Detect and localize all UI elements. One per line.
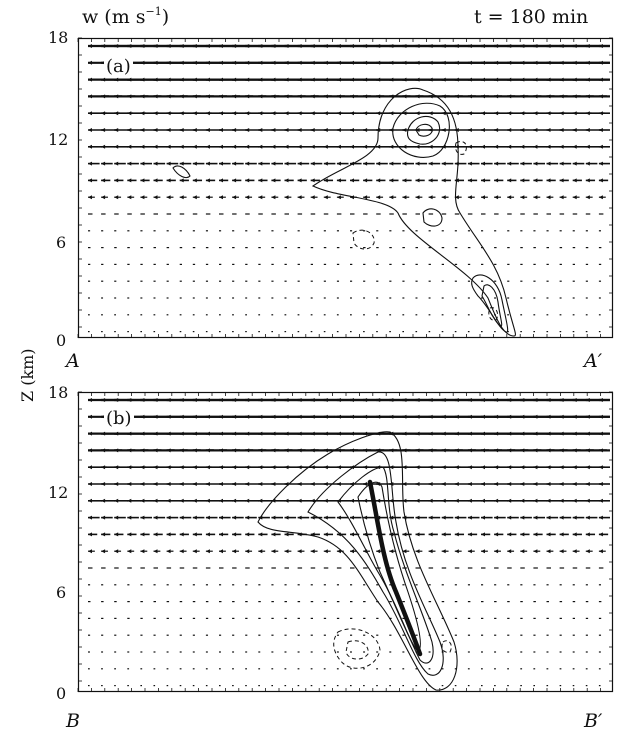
y-tick-a-0: 0 [56, 331, 67, 350]
downdraft-contours [352, 140, 499, 321]
w-contour [406, 115, 440, 145]
w-contour [311, 87, 516, 337]
w-contour-negative [441, 640, 452, 653]
y-tick-b-6: 6 [56, 583, 67, 602]
w-contour-negative [333, 628, 381, 669]
section-start-b: B [66, 710, 80, 732]
panel-b-label: (b) [104, 408, 134, 429]
w-contour [357, 481, 421, 653]
panel-b-plot [77, 391, 614, 693]
w-contour [392, 102, 450, 158]
panel-a-label: (a) [104, 56, 133, 77]
updraft-core-line [367, 479, 423, 657]
y-axis-label: Z (km) [18, 348, 37, 402]
w-contour-negative [488, 307, 499, 321]
w-contour [415, 123, 433, 137]
w-contour [422, 208, 443, 227]
y-tick-b-0: 0 [56, 684, 67, 703]
y-tick-a-6: 6 [56, 233, 67, 252]
wind-vectors [88, 44, 610, 333]
edge-ticks [77, 37, 613, 338]
w-contour [307, 451, 444, 676]
y-tick-a-18: 18 [48, 28, 69, 47]
w-contour [337, 466, 434, 664]
panel-a-plot [77, 37, 614, 339]
downdraft-contours [333, 628, 452, 669]
w-contours [257, 431, 458, 691]
y-tick-b-12: 12 [48, 483, 69, 502]
w-contours [172, 87, 516, 337]
section-start-a: A [66, 350, 80, 372]
w-contour-negative [352, 229, 375, 250]
w-contour [471, 274, 509, 333]
y-tick-a-12: 12 [48, 130, 69, 149]
section-end-b: B′ [584, 710, 603, 732]
w-contour [172, 165, 191, 179]
edge-ticks [77, 391, 613, 692]
variable-label-text: w (m s [82, 6, 146, 28]
plot-frame [77, 391, 614, 693]
plot-frame [77, 37, 614, 339]
w-contour [481, 284, 503, 327]
w-contour-negative [455, 140, 467, 155]
y-tick-b-18: 18 [48, 383, 69, 402]
variable-label-exponent: −1 [145, 5, 162, 18]
w-contour-negative [345, 640, 369, 660]
wind-vectors [88, 398, 610, 687]
updraft-core [367, 479, 423, 657]
section-end-a: A′ [584, 350, 603, 372]
w-contour [257, 431, 458, 691]
variable-label: w (m s−1) [82, 5, 170, 28]
variable-label-close: ) [161, 6, 170, 28]
time-label: t = 180 min [474, 6, 589, 28]
